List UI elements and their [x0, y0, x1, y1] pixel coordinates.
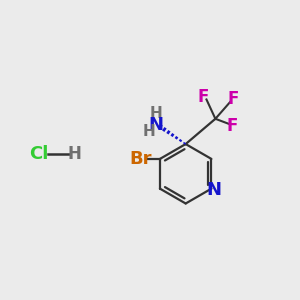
Text: Br: Br	[129, 150, 152, 168]
Text: F: F	[198, 88, 209, 106]
Text: F: F	[227, 91, 239, 109]
Text: N: N	[206, 181, 221, 199]
Text: H: H	[67, 146, 81, 164]
Text: Cl: Cl	[29, 146, 48, 164]
Text: H: H	[150, 106, 162, 121]
Text: N: N	[148, 116, 164, 134]
Text: H: H	[143, 124, 156, 139]
Text: F: F	[226, 117, 237, 135]
